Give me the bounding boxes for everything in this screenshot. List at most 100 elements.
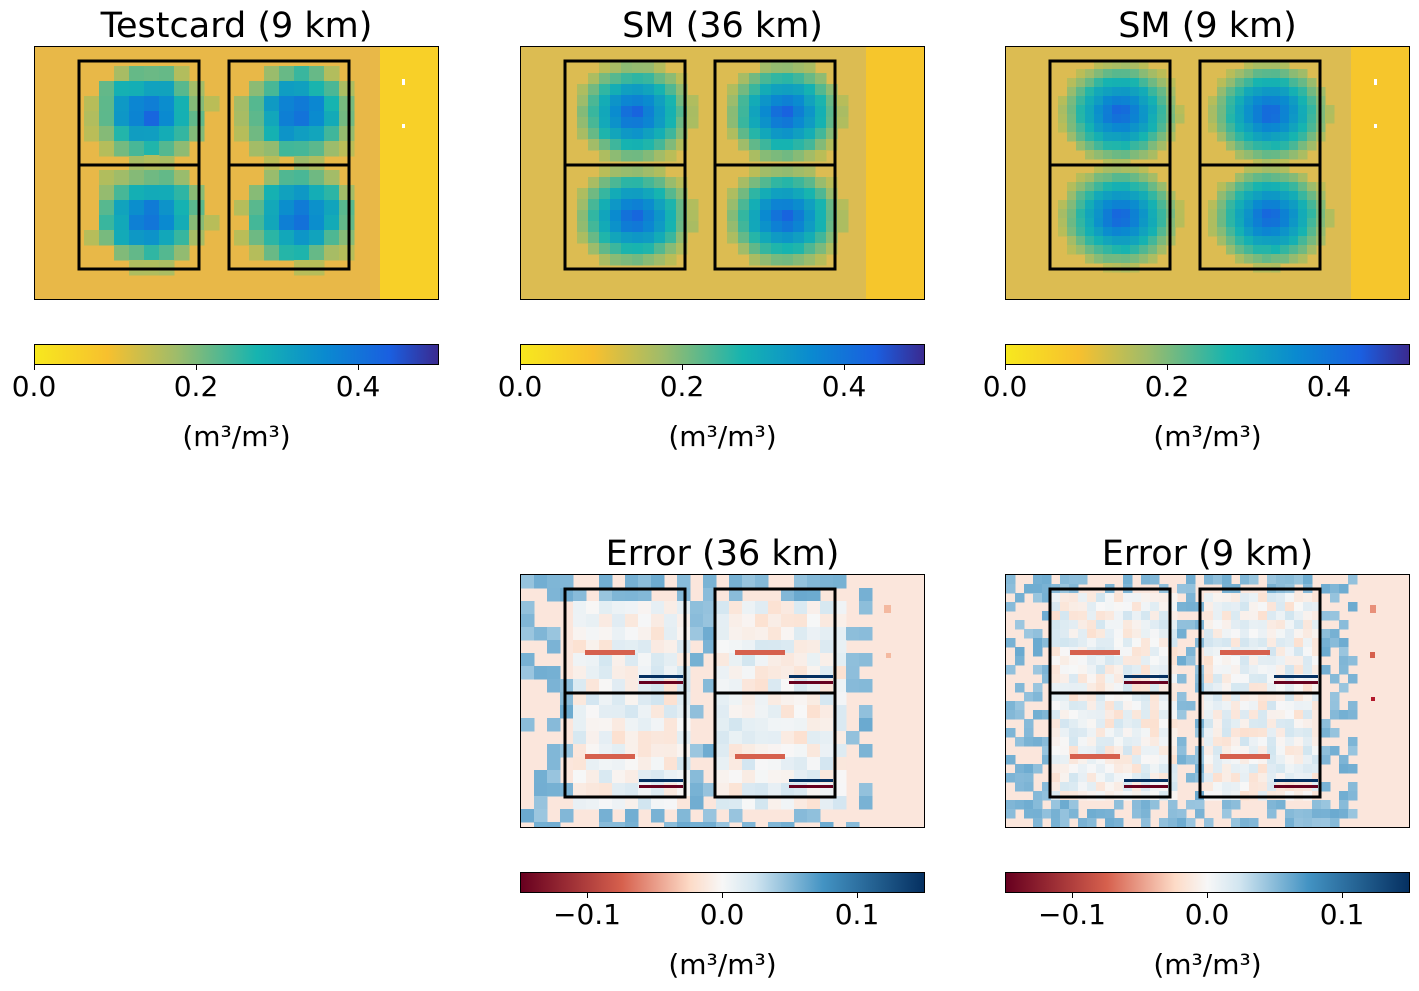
err-cell (1267, 800, 1277, 810)
err-cell (1006, 773, 1016, 783)
err-cell (625, 627, 639, 641)
err-cell (1285, 656, 1295, 666)
err-cell (1276, 719, 1286, 729)
sm-cell (1235, 87, 1245, 97)
err-cell (547, 627, 561, 641)
err-cell (768, 757, 782, 771)
sm-cell (588, 117, 600, 129)
sm-cell (588, 221, 600, 233)
err-cell (1141, 593, 1151, 603)
sm-cell (324, 185, 340, 201)
err-cell (1339, 647, 1349, 657)
err-cell (1015, 737, 1025, 747)
err-cell (586, 770, 600, 784)
right-strip (866, 47, 924, 299)
err-cell (768, 614, 782, 628)
err-cell (1258, 629, 1268, 639)
sm-cell (1262, 96, 1272, 106)
err-cell (1168, 746, 1178, 756)
sm-cell (826, 221, 838, 233)
err-cell (1312, 611, 1322, 621)
err-cell (1060, 809, 1070, 819)
err-cell (846, 822, 860, 827)
sm-cell (129, 170, 145, 186)
err-cell (1096, 719, 1106, 729)
err-cell (1033, 584, 1043, 594)
err-cell (586, 705, 600, 719)
err-cell (781, 731, 795, 745)
sm-cell (1112, 200, 1122, 210)
err-cell (547, 640, 561, 654)
err-cell (612, 666, 626, 680)
sm-cell (1094, 78, 1104, 88)
sm-cell (1085, 191, 1095, 201)
err-cell (755, 679, 769, 693)
sm-cell (1298, 191, 1308, 201)
sm-cell (665, 117, 677, 129)
err-cell (1312, 638, 1322, 648)
err-stripe (1274, 681, 1318, 684)
err-cell (1294, 620, 1304, 630)
sm-cell (1235, 105, 1245, 115)
sm-cell (676, 221, 688, 233)
err-cell (1348, 764, 1358, 774)
err-cell (573, 796, 587, 810)
sm9-heatmap (1006, 47, 1409, 299)
tick-label: 0.0 (1184, 898, 1230, 931)
err-cell (638, 575, 652, 589)
sm-cell (665, 188, 677, 200)
sm-cell (727, 95, 739, 107)
sm-cell (1094, 200, 1104, 210)
sm-cell (643, 106, 655, 118)
sm-cell (1103, 87, 1113, 97)
err-cell (1294, 701, 1304, 711)
sm-cell (1094, 182, 1104, 192)
sm-cell (1121, 182, 1131, 192)
err-cell (1186, 701, 1196, 711)
err-cell (1348, 656, 1358, 666)
err-cell (625, 614, 639, 628)
sm-cell (114, 141, 130, 157)
err-cell (547, 744, 561, 758)
err-cell (1321, 584, 1331, 594)
err-cell (1114, 746, 1124, 756)
err-cell (1276, 602, 1286, 612)
err-cell (1276, 611, 1286, 621)
sm-cell (1226, 105, 1236, 115)
sm-cell (174, 185, 190, 201)
tick-mark (844, 365, 845, 370)
panel-title-error-9: Error (9 km) (1101, 534, 1314, 574)
sm-cell (793, 106, 805, 118)
err-cell (1132, 755, 1142, 765)
sm-cell (654, 95, 666, 107)
sm-cell (159, 126, 175, 142)
sm-cell (1112, 245, 1122, 255)
sm-cell (294, 141, 310, 157)
err-cell (560, 809, 574, 823)
err-cell (1267, 728, 1277, 738)
err-cell (1069, 800, 1079, 810)
sm-cell (189, 111, 205, 127)
sm-cell (264, 126, 280, 142)
err-cell (1078, 764, 1088, 774)
sm-cell (676, 139, 688, 151)
sm-cell (264, 200, 280, 216)
err-cell (1132, 737, 1142, 747)
sm-cell (1058, 200, 1068, 210)
sm-cell (1307, 182, 1317, 192)
err-cell (599, 809, 613, 823)
err-cell (1231, 701, 1241, 711)
sm-cell (339, 245, 355, 261)
err-cell (625, 783, 639, 797)
sm-cell (1139, 200, 1149, 210)
err-cell (1276, 638, 1286, 648)
sm-cell (749, 210, 761, 222)
sm-cell (144, 170, 160, 186)
err-cell (1177, 746, 1187, 756)
err-cell (1222, 575, 1232, 585)
sm-cell (324, 96, 340, 112)
sm-cell (1148, 245, 1158, 255)
err-cell (1303, 602, 1313, 612)
err-cell (703, 588, 717, 602)
err-cell (1141, 620, 1151, 630)
